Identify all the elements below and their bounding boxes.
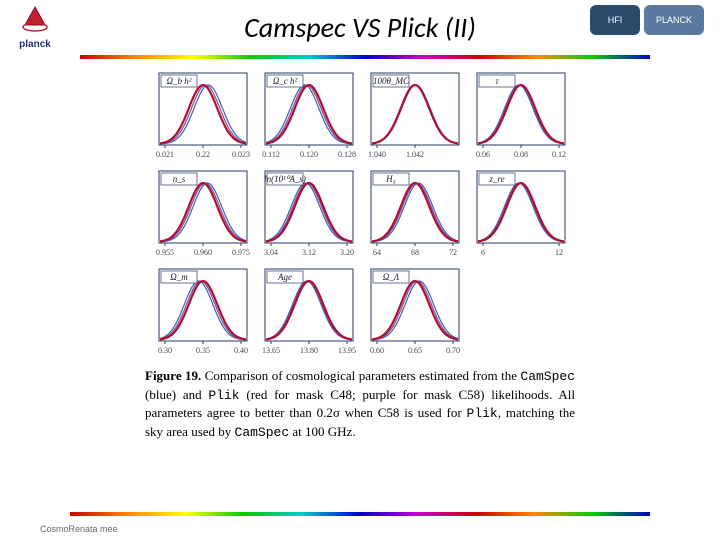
svg-text:13.80: 13.80 — [300, 346, 318, 355]
svg-text:Ω_c h²: Ω_c h² — [273, 76, 298, 86]
svg-text:0.955: 0.955 — [156, 248, 174, 257]
svg-text:n_s: n_s — [173, 174, 186, 184]
svg-text:3.20: 3.20 — [340, 248, 354, 257]
caption-t5: at 100 GHz. — [289, 424, 355, 439]
posterior-panel: n_s 0.955 0.960 0.975 — [149, 165, 253, 261]
svg-text:1.040: 1.040 — [368, 150, 386, 159]
caption-figlabel: Figure 19. — [145, 368, 201, 383]
svg-text:100θ_MC: 100θ_MC — [373, 76, 410, 86]
posterior-panel: τ0.060.080.12 — [467, 67, 571, 163]
svg-text:0.023: 0.023 — [232, 150, 250, 159]
caption-t1: Comparison of cosmological parameters es… — [201, 368, 520, 383]
svg-text:0.12: 0.12 — [552, 150, 566, 159]
svg-text:68: 68 — [411, 248, 419, 257]
svg-text:0.22: 0.22 — [196, 150, 210, 159]
svg-text:Ω_m: Ω_m — [170, 272, 188, 282]
caption-camspec: CamSpec — [520, 369, 575, 384]
svg-text:0.975: 0.975 — [232, 248, 250, 257]
color-bar-bottom — [70, 512, 650, 516]
svg-text:3.04: 3.04 — [264, 248, 278, 257]
caption-t2: (blue) and — [145, 387, 208, 402]
svg-text:6: 6 — [481, 248, 485, 257]
svg-text:Age: Age — [277, 272, 292, 282]
posterior-panel: 100θ_MC 1.040 1.042 — [361, 67, 465, 163]
caption-plik2: Plik — [467, 406, 498, 421]
svg-text:0.128: 0.128 — [338, 150, 356, 159]
svg-text:0.70: 0.70 — [446, 346, 460, 355]
posterior-panel — [467, 263, 571, 359]
svg-text:0.30: 0.30 — [158, 346, 172, 355]
svg-text:13.65: 13.65 — [262, 346, 280, 355]
svg-text:z_re: z_re — [488, 174, 504, 184]
svg-text:Ω_Λ: Ω_Λ — [383, 272, 400, 282]
svg-text:0.65: 0.65 — [408, 346, 422, 355]
panel-grid: Ω_b h² 0.021 0.22 0.023 Ω_c h² 0.112 0.120 0.12… — [149, 67, 571, 359]
svg-text:0.40: 0.40 — [234, 346, 248, 355]
svg-text:0.60: 0.60 — [370, 346, 384, 355]
posterior-panel: Ω_c h² 0.112 0.120 0.128 — [255, 67, 359, 163]
svg-text:0.021: 0.021 — [156, 150, 174, 159]
posterior-panel: Age 13.65 13.80 13.95 — [255, 263, 359, 359]
svg-text:0.06: 0.06 — [476, 150, 490, 159]
posterior-panel: Ω_b h² 0.021 0.22 0.023 — [149, 67, 253, 163]
header: planck Camspec VS Plick (II) HFIPLANCK — [0, 0, 720, 55]
svg-text:3.12: 3.12 — [302, 248, 316, 257]
svg-text:0.35: 0.35 — [196, 346, 210, 355]
posterior-panel: ln(10¹⁰A_s) 3.04 3.12 3.20 — [255, 165, 359, 261]
svg-text:0.08: 0.08 — [514, 150, 528, 159]
posterior-panel: H₀ 64 68 72 — [361, 165, 465, 261]
posterior-panel: Ω_m 0.30 0.35 0.40 — [149, 263, 253, 359]
svg-text:Ω_b h²: Ω_b h² — [167, 76, 192, 86]
svg-text:72: 72 — [449, 248, 457, 257]
svg-text:64: 64 — [373, 248, 381, 257]
footer-text: CosmoRenata mee — [40, 524, 118, 534]
svg-text:12: 12 — [555, 248, 563, 257]
svg-text:13.95: 13.95 — [338, 346, 356, 355]
posterior-panel: z_re 6 12 — [467, 165, 571, 261]
caption-plik: Plik — [208, 388, 239, 403]
svg-text:H₀: H₀ — [385, 174, 396, 184]
logo-planck: PLANCK — [644, 5, 704, 35]
figure-caption: Figure 19. Comparison of cosmological pa… — [145, 367, 575, 441]
svg-text:0.960: 0.960 — [194, 248, 212, 257]
caption-camspec2: CamSpec — [235, 425, 290, 440]
main-content: Ω_b h² 0.021 0.22 0.023 Ω_c h² 0.112 0.120 0.12… — [0, 59, 720, 441]
svg-text:planck: planck — [19, 39, 51, 50]
posterior-panel: Ω_Λ 0.60 0.65 0.70 — [361, 263, 465, 359]
planck-logo: planck — [10, 5, 60, 45]
logo-hfi: HFI — [590, 5, 640, 35]
svg-text:ln(10¹⁰A_s): ln(10¹⁰A_s) — [264, 174, 306, 184]
svg-text:1.042: 1.042 — [406, 150, 424, 159]
svg-text:0.112: 0.112 — [262, 150, 280, 159]
svg-text:0.120: 0.120 — [300, 150, 318, 159]
mission-logos: HFIPLANCK — [590, 5, 710, 40]
